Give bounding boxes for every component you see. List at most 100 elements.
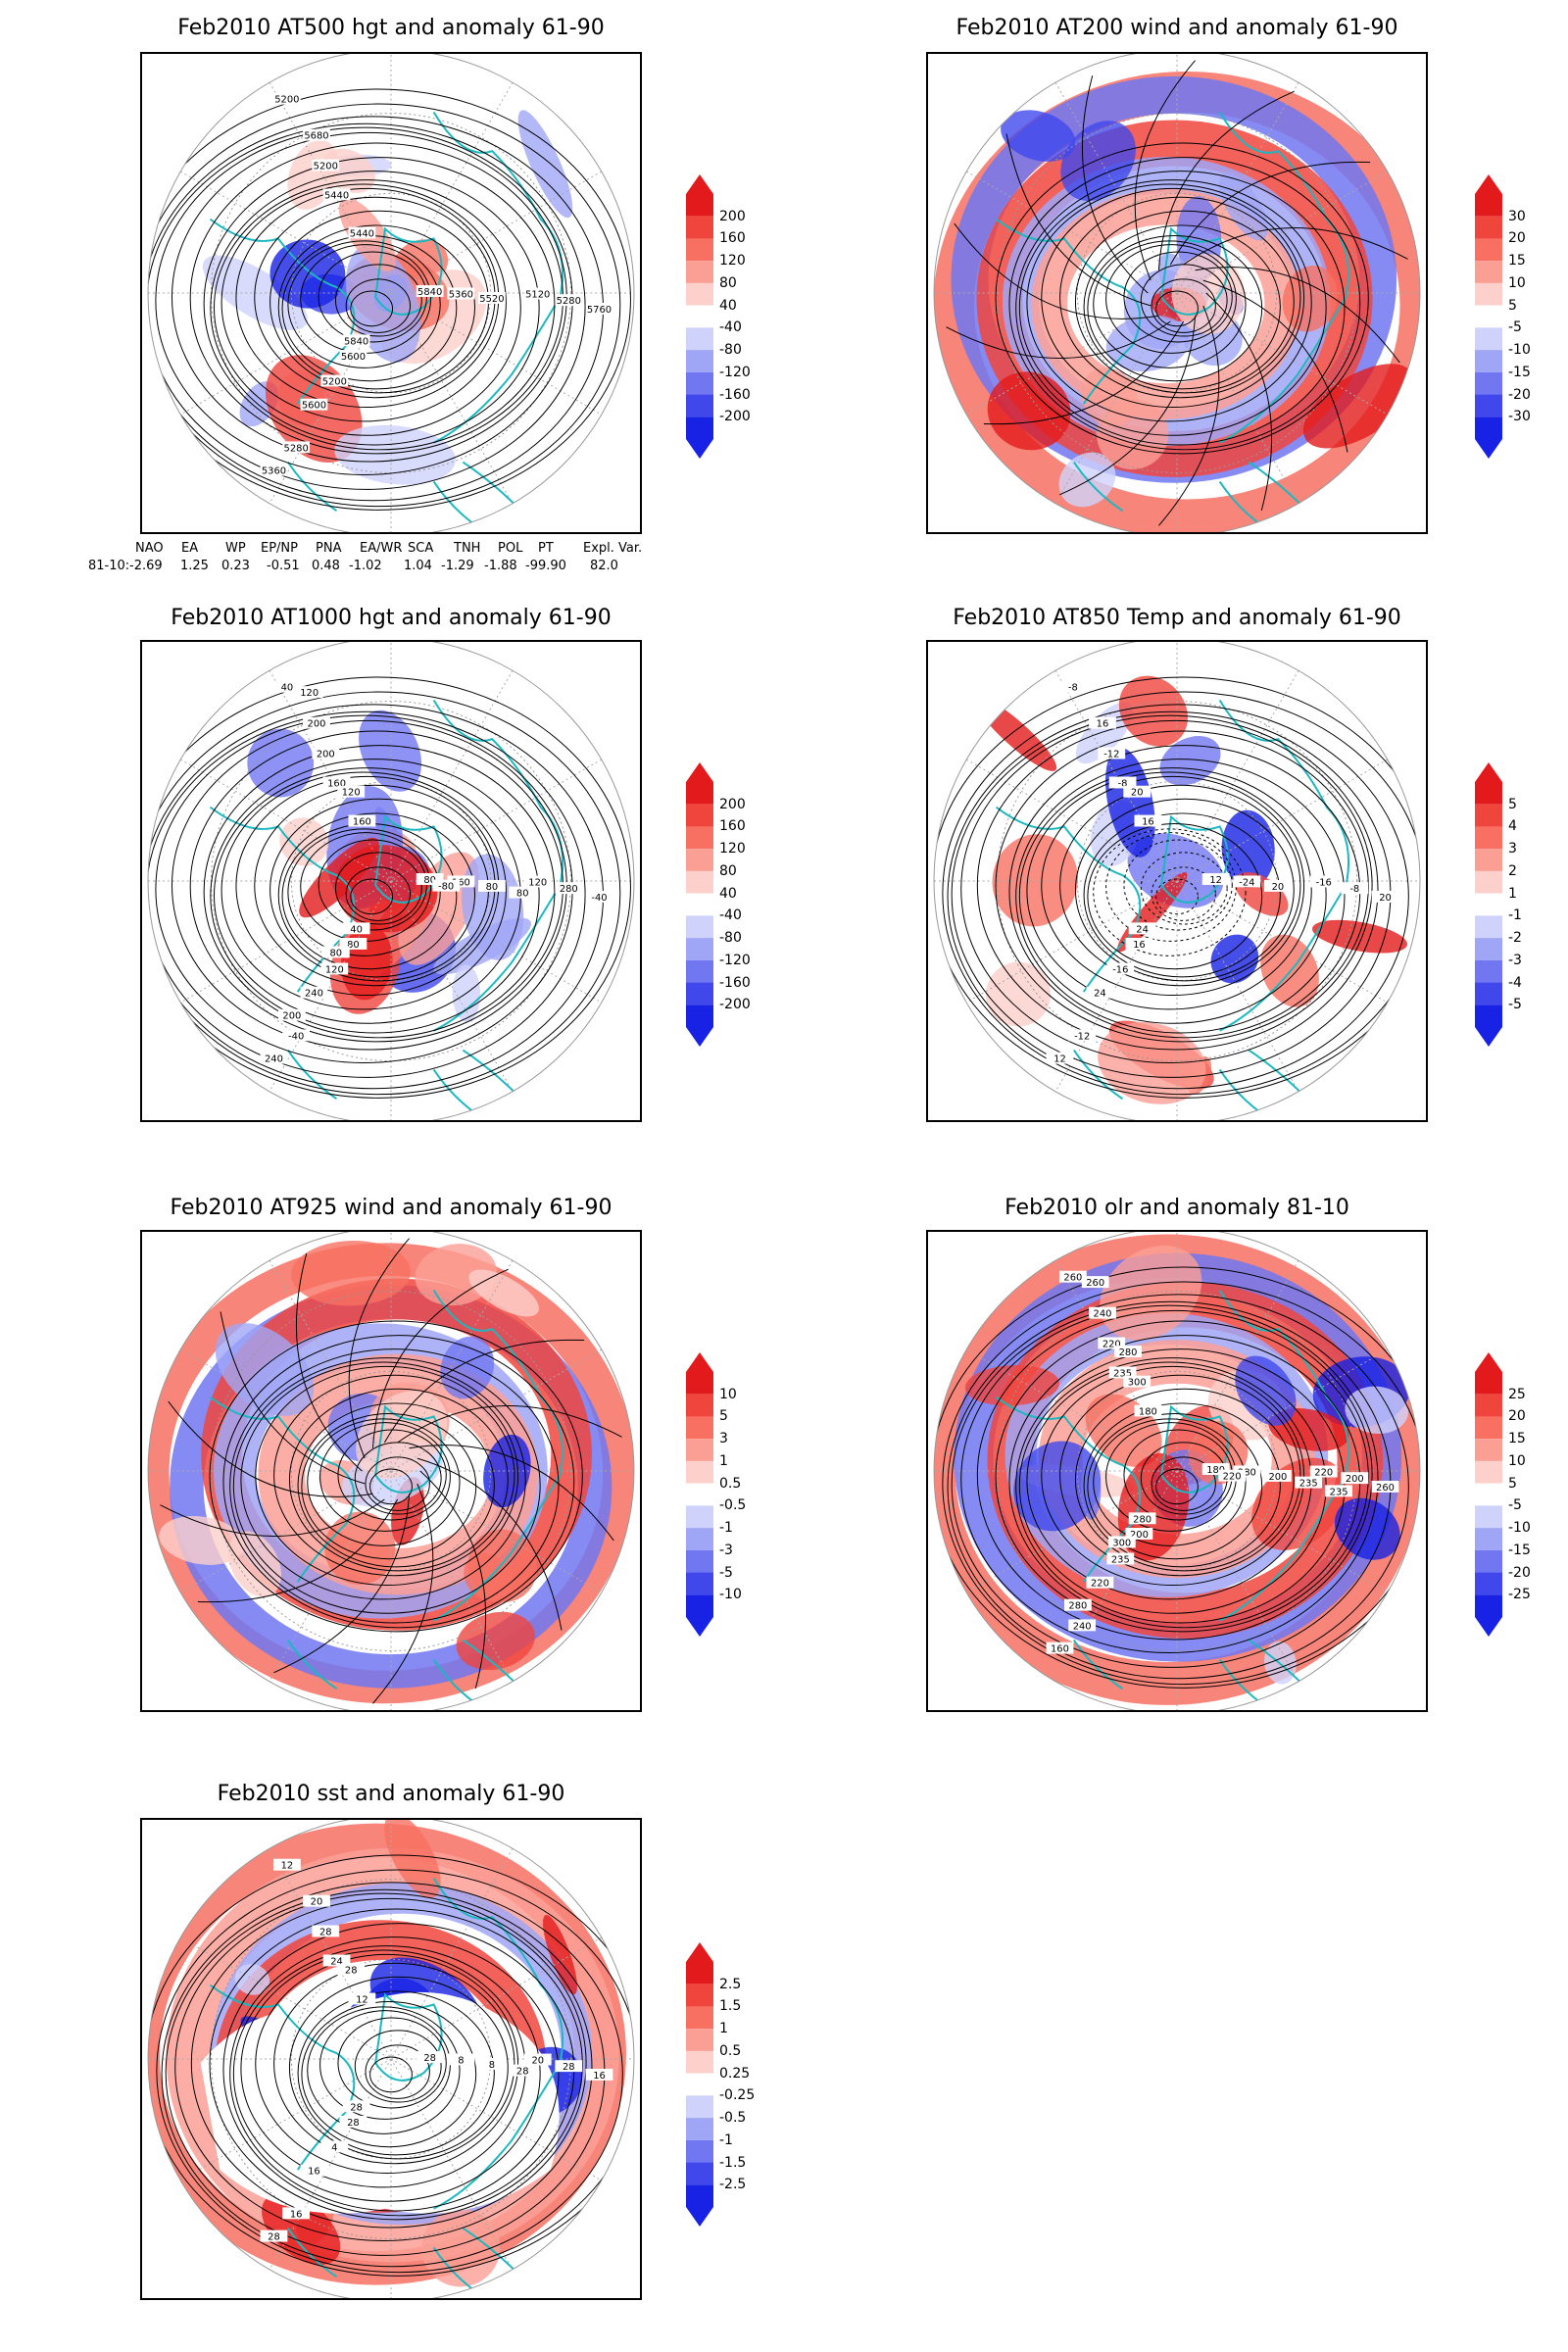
colorbar-segment <box>1475 327 1502 351</box>
contour-label: -24 <box>1239 877 1254 888</box>
colorbar-segment <box>686 893 713 916</box>
contour-label: 28 <box>516 2067 529 2078</box>
colorbar-label: -200 <box>719 997 751 1013</box>
contour-label: 200 <box>1346 1474 1364 1485</box>
map-frame: 5840 5600 5440 5120 5280 5200 5360 5200 5200 5280… <box>140 52 642 534</box>
contour-label: 5440 <box>350 228 374 239</box>
colorbar-label: 3 <box>719 1431 728 1447</box>
contour-label: 5200 <box>314 161 338 172</box>
index-value: -1.29 <box>441 559 474 573</box>
colorbar-label: -200 <box>719 409 751 425</box>
colorbar-segment <box>1475 826 1502 850</box>
colorbar-segment <box>686 2029 713 2051</box>
contour-label: 5760 <box>587 305 612 316</box>
contour-label: -8 <box>1068 683 1078 694</box>
colorbar-label: 0.5 <box>719 2042 742 2059</box>
colorbar-label: 30 <box>1508 208 1526 224</box>
colorbar: 200 160 120 80 40 -40 -80 -120 -160 -200 <box>686 762 774 1070</box>
colorbar-segment <box>686 1004 713 1027</box>
contour-label: 24 <box>330 1956 343 1967</box>
contour-label: 220 <box>1314 1468 1333 1479</box>
contour-label: 120 <box>300 688 318 699</box>
contour-label: 280 <box>560 884 578 895</box>
colorbar-label: -1 <box>719 2132 733 2148</box>
contour-label: 5200 <box>322 376 347 387</box>
contour-label: 5280 <box>284 443 309 454</box>
colorbar-segment <box>1475 982 1502 1005</box>
colorbar-label: 25 <box>1508 1386 1526 1402</box>
contour-label: 16 <box>290 2209 303 2220</box>
polar-map: 12 16 -8 -16 -12 -8 -24 -16 -12 -8 12 16 20 24 16 20 24 2… <box>933 642 1421 1120</box>
contour-label: 28 <box>423 2053 436 2064</box>
colorbar-segment <box>1475 1416 1502 1440</box>
colorbar-label: 40 <box>719 885 737 902</box>
colorbar-label: -40 <box>719 907 742 924</box>
contour-label: 28 <box>347 2118 360 2129</box>
colorbar-label: -120 <box>719 364 751 380</box>
colorbar-segment <box>686 1528 713 1550</box>
colorbar-label: -80 <box>719 930 742 947</box>
colorbar-segment <box>686 1460 713 1484</box>
colorbar-label: -120 <box>719 952 751 968</box>
colorbar-label: -10 <box>719 1587 742 1603</box>
colorbar-segment <box>686 1572 713 1595</box>
index-header: EP/NP <box>261 541 298 556</box>
contour-label: 5200 <box>274 95 299 106</box>
contour-label: -8 <box>1349 884 1359 895</box>
contour-label: 5360 <box>262 466 286 477</box>
contour-label: 16 <box>308 2167 320 2178</box>
colorbar-segment <box>686 1483 713 1506</box>
colorbar-segment <box>686 261 713 283</box>
colorbar-segment <box>1475 915 1502 939</box>
polar-map <box>933 54 1421 532</box>
index-value: -1.88 <box>484 559 517 573</box>
contour-label: 5280 <box>557 296 581 307</box>
colorbar-segment <box>1475 194 1502 217</box>
colorbar-label: -0.25 <box>719 2087 756 2104</box>
colorbar-label: 80 <box>719 862 737 879</box>
contour-label: 28 <box>563 2062 575 2073</box>
colorbar-svg <box>686 1352 713 1637</box>
map-frame: 80 80 160 120 -40 40 160 120 200 280 240 160 80 240 20… <box>140 640 642 1122</box>
colorbar-segment <box>686 782 713 805</box>
colorbar-segment <box>1475 1394 1502 1417</box>
colorbar-segment <box>1475 1572 1502 1595</box>
polar-map: 1802002352202402602802352202001601802002… <box>933 1232 1421 1710</box>
contour-label: 260 <box>1376 1483 1395 1494</box>
colorbar: 200 160 120 80 40 -40 -80 -120 -160 -200 <box>686 174 774 482</box>
colorbar-segment <box>686 849 713 871</box>
colorbar-label: -40 <box>719 319 742 336</box>
contour-label: 24 <box>1136 924 1149 935</box>
colorbar-segment <box>686 416 713 439</box>
contour-label: 280 <box>1238 1467 1256 1478</box>
colorbar-segment <box>686 238 713 262</box>
colorbar-label: -3 <box>719 1542 733 1558</box>
contour-label: 280 <box>1068 1601 1087 1612</box>
index-header: WP <box>225 541 246 556</box>
colorbar-segment <box>1475 959 1502 983</box>
colorbar-label: -5 <box>1508 319 1522 336</box>
map-frame <box>926 52 1428 534</box>
contour-label: 5440 <box>324 190 349 201</box>
colorbar-segment <box>1475 1505 1502 1529</box>
contour-label: 120 <box>342 788 361 799</box>
colorbar-segment <box>1475 1460 1502 1484</box>
map-frame: 180 200 235 220 240 260 280 235 220 200 160 180 200 2… <box>926 1230 1428 1712</box>
colorbar-segment <box>1475 261 1502 283</box>
contour-label: 20 <box>531 2056 544 2067</box>
index-value: -99.90 <box>525 559 566 573</box>
contour-label: 160 <box>1051 1644 1069 1655</box>
index-header: NAO <box>135 541 164 556</box>
contour-label: 80 <box>423 875 436 886</box>
contour-label: 260 <box>1063 1273 1082 1284</box>
colorbar-segment <box>686 826 713 850</box>
contour-label: 235 <box>1111 1554 1130 1565</box>
contour-label: 28 <box>268 2232 280 2243</box>
contour-label: 8 <box>458 2055 464 2066</box>
panel-title: Feb2010 AT850 Temp and anomaly 61-90 <box>953 606 1401 630</box>
colorbar-segment <box>686 2095 713 2119</box>
contour-label: 160 <box>353 816 371 827</box>
colorbar-label: 5 <box>719 1408 728 1425</box>
index-header: EA <box>181 541 199 556</box>
colorbar-segment <box>1475 804 1502 827</box>
